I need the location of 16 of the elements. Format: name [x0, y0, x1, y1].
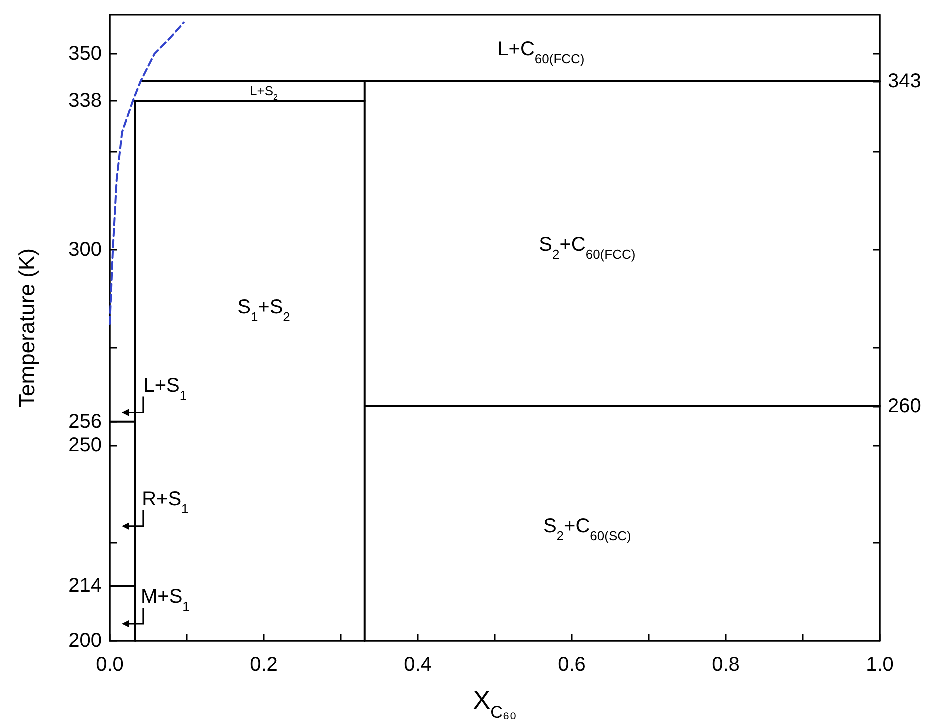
y-tick-label: 300	[68, 238, 102, 261]
y-tick-label: 250	[68, 434, 102, 456]
x-tick-label: 0.2	[250, 654, 278, 676]
x-tick-label: 0.8	[712, 654, 740, 676]
x-tick-label: 0.4	[404, 654, 432, 676]
y-axis-title: Temperature (K)	[14, 248, 40, 408]
y2-tick-label: 260	[888, 395, 922, 418]
y-tick-label: 338	[68, 90, 102, 112]
y-tick-label: 200	[68, 630, 102, 652]
y-tick-label: 214	[68, 575, 102, 598]
x-tick-label: 0.0	[96, 654, 124, 676]
x-tick-label: 0.6	[558, 654, 586, 676]
x-tick-label: 1.0	[866, 654, 894, 676]
y-tick-label: 350	[68, 43, 102, 66]
y-tick-label: 256	[68, 410, 102, 433]
y2-tick-label: 343	[888, 70, 922, 93]
